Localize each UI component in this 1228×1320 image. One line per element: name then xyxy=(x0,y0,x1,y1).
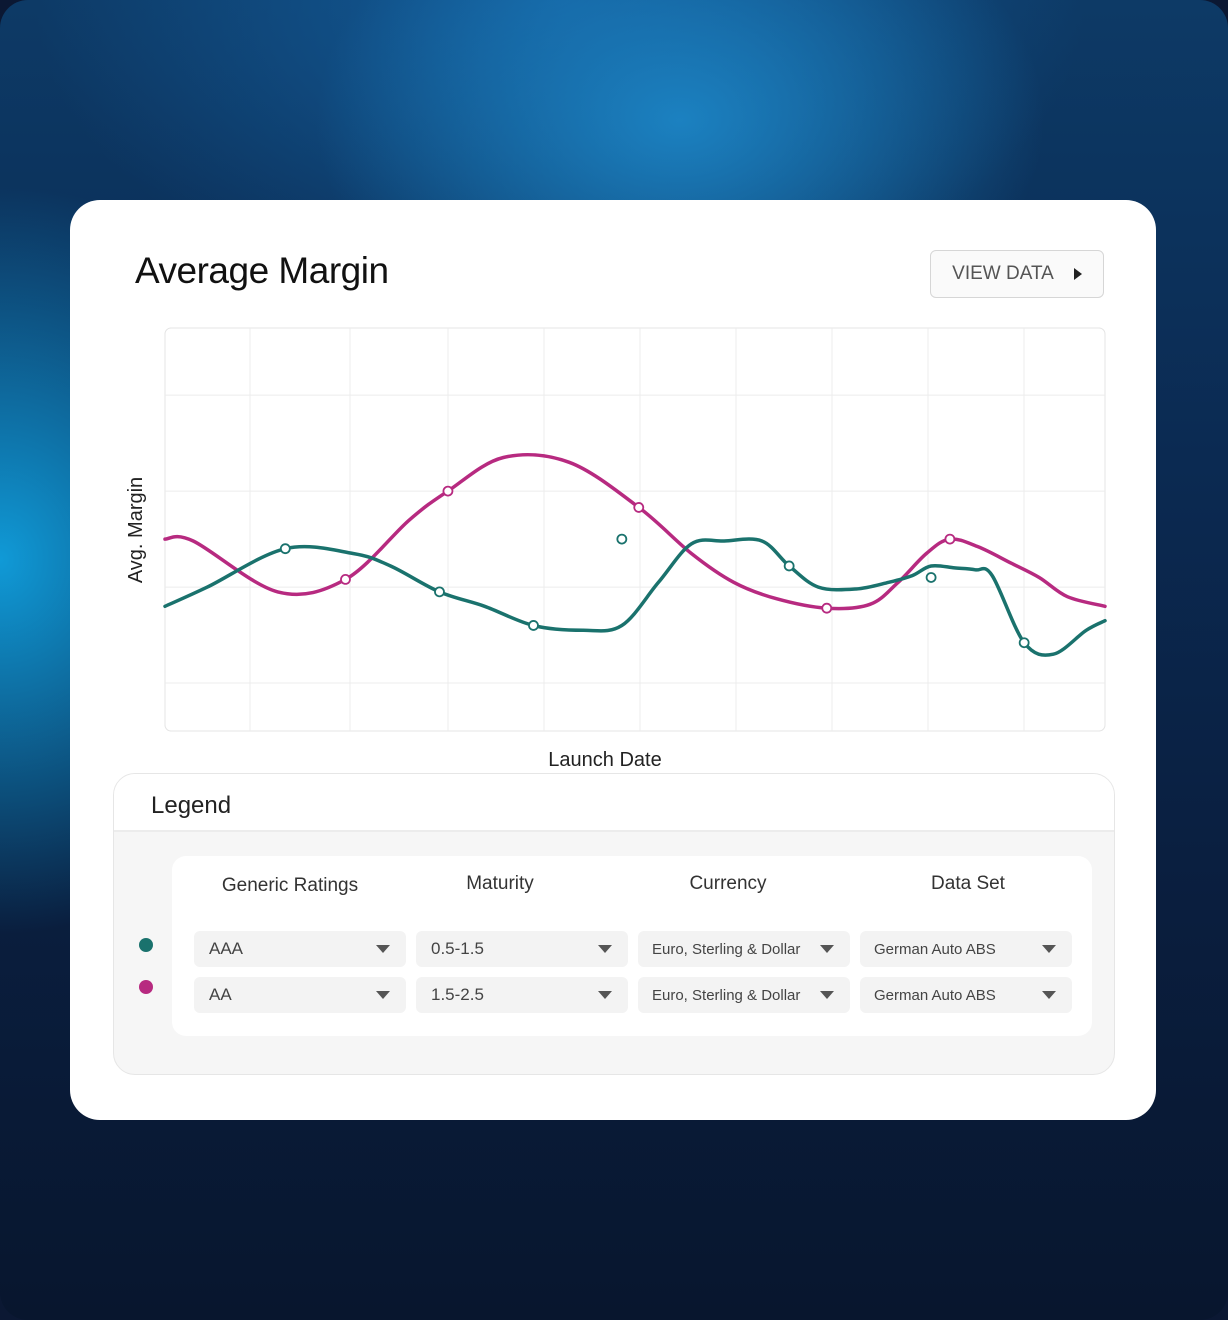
series-2-color-dot xyxy=(139,980,153,994)
series-1-point xyxy=(434,586,445,598)
chevron-down-icon xyxy=(598,991,612,999)
maturity-select-row-2[interactable]: 1.5-2.5 xyxy=(416,977,628,1013)
column-header-maturity: Maturity xyxy=(466,873,534,894)
data-set-select-row-1[interactable]: German Auto ABS xyxy=(860,931,1072,967)
series-1-point xyxy=(528,620,539,631)
series-1-point xyxy=(925,572,937,583)
data-set-select-row-2[interactable]: German Auto ABS xyxy=(860,977,1072,1013)
chevron-down-icon xyxy=(1042,945,1056,953)
average-margin-card: Average Margin VIEW DATA Launch Date Avg.… xyxy=(70,200,1156,1120)
series-2-line xyxy=(163,453,1107,611)
view-data-button[interactable]: VIEW DATA xyxy=(930,250,1104,298)
currency-select-value: Euro, Sterling & Dollar xyxy=(652,940,801,958)
play-arrow-icon xyxy=(1073,268,1082,280)
column-header-data-set: Data Set xyxy=(931,873,1005,894)
chevron-down-icon xyxy=(820,945,834,953)
chevron-down-icon xyxy=(598,945,612,953)
series-1-point xyxy=(783,560,795,572)
series-2-point xyxy=(944,533,956,545)
page-title: Average Margin xyxy=(135,250,389,291)
chevron-down-icon xyxy=(376,991,390,999)
maturity-select-value: 0.5-1.5 xyxy=(431,939,484,958)
series-1-point xyxy=(279,543,291,555)
y-axis-label: Avg. Margin xyxy=(125,477,147,583)
series-2-point xyxy=(442,485,454,497)
data-set-select-value: German Auto ABS xyxy=(874,986,996,1004)
rating-select-row-1[interactable]: AAA xyxy=(194,931,406,967)
series-2-point xyxy=(340,573,351,585)
data-set-select-value: German Auto ABS xyxy=(874,940,996,958)
rating-select-value: AAA xyxy=(209,939,244,958)
series-1-point xyxy=(1018,637,1030,649)
column-header-currency: Currency xyxy=(689,873,767,894)
maturity-select-value: 1.5-2.5 xyxy=(431,985,484,1004)
chevron-down-icon xyxy=(820,991,834,999)
legend-filters: Generic Ratings Maturity Currency Data S… xyxy=(172,856,1092,1036)
chevron-down-icon xyxy=(376,945,390,953)
plot-area xyxy=(164,327,1106,732)
view-data-label: VIEW DATA xyxy=(952,263,1054,284)
series-1-line xyxy=(163,537,1107,657)
rating-select-value: AA xyxy=(209,985,232,1004)
maturity-select-row-1[interactable]: 0.5-1.5 xyxy=(416,931,628,967)
x-axis-label: Launch Date xyxy=(548,749,661,771)
line-chart: Launch Date Avg. Margin xyxy=(125,327,1107,771)
currency-select-value: Euro, Sterling & Dollar xyxy=(652,986,801,1004)
legend-panel: Legend Generic Ratings Maturity Currency… xyxy=(113,773,1115,1075)
series-1-color-dot xyxy=(139,938,153,952)
series-2-point xyxy=(821,602,833,614)
rating-select-row-2[interactable]: AA xyxy=(194,977,406,1013)
currency-select-row-1[interactable]: Euro, Sterling & Dollar xyxy=(638,931,850,967)
series-2-point xyxy=(633,502,645,513)
currency-select-row-2[interactable]: Euro, Sterling & Dollar xyxy=(638,977,850,1013)
legend-title: Legend xyxy=(151,792,232,819)
column-header-generic-ratings: Generic Ratings xyxy=(221,875,359,896)
series-1-point xyxy=(616,533,628,545)
legend-header: Legend xyxy=(114,774,1114,832)
chevron-down-icon xyxy=(1042,991,1056,999)
